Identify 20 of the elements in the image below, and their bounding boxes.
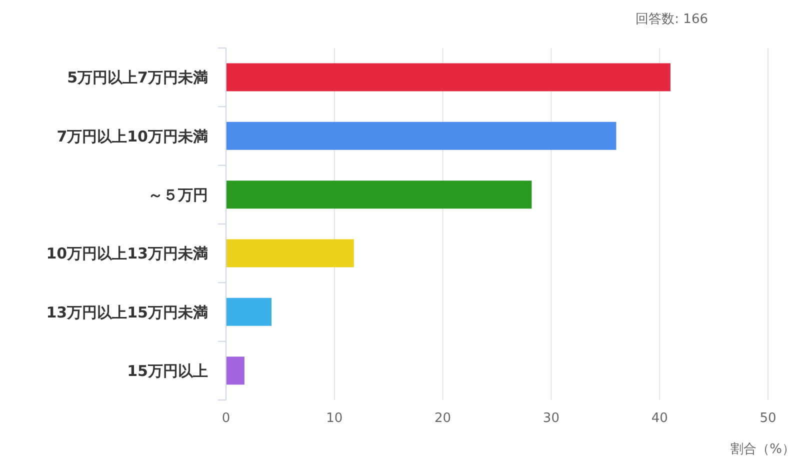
text: 回答数: 166	[636, 11, 708, 28]
bar	[226, 298, 272, 326]
y-tick-label: 13万円以上15万円未満	[46, 303, 208, 322]
x-tick-label: 30	[542, 411, 560, 426]
bar	[226, 239, 354, 268]
x-tick-label: 20	[434, 411, 452, 426]
y-tick-label: 10万円以上13万円未満	[46, 244, 208, 263]
x-tick-label: 10	[326, 411, 343, 426]
y-tick-label: 15万円以上	[127, 362, 208, 380]
x-tick-label: 50	[760, 411, 776, 426]
bar	[226, 63, 670, 92]
y-tick-label: 7万円以上10万円未満	[56, 127, 208, 146]
bar	[226, 180, 532, 209]
bar	[226, 356, 244, 385]
x-tick-label: 40	[651, 411, 668, 426]
bar	[226, 122, 616, 150]
x-tick-label: 0	[222, 411, 230, 426]
y-tick-label: 5万円以上7万円未満	[67, 68, 208, 87]
x-axis-title: 割合（%）	[730, 441, 795, 458]
y-tick-label: ～５万円	[148, 186, 208, 204]
